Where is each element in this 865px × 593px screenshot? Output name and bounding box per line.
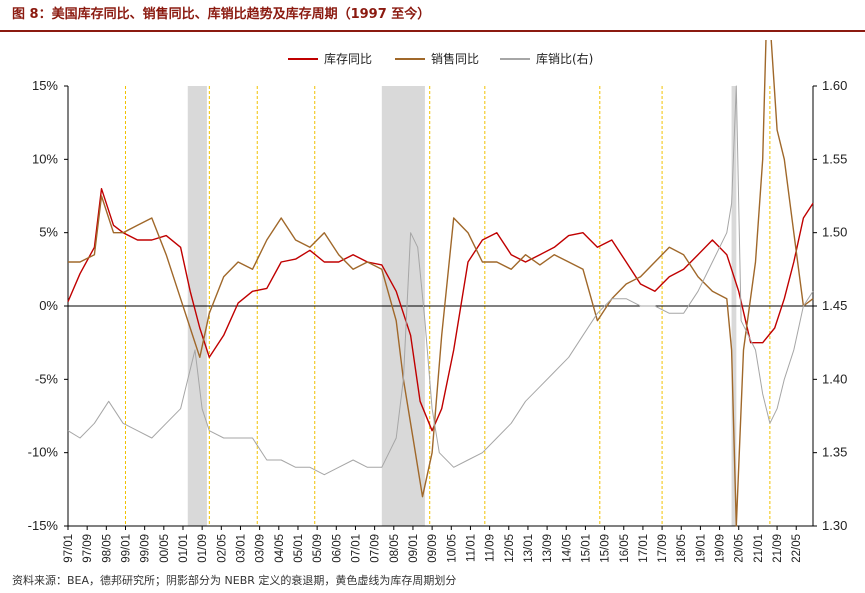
- series-lines: [67, 40, 814, 527]
- x-tick-label: 05/09: [312, 534, 324, 563]
- source-note: 资料来源：BEA，德邦研究所；阴影部分为 NEBR 定义的衰退期，黄色虚线为库存…: [12, 574, 457, 587]
- x-tick-label: 02/05: [216, 534, 228, 563]
- series-line-0: [67, 187, 814, 432]
- x-tick-label: 97/09: [82, 534, 94, 563]
- x-tick-label: 06/05: [331, 534, 343, 563]
- right-tick-label: 1.55: [822, 151, 847, 166]
- left-tick-label: -15%: [28, 518, 59, 533]
- left-tick-label: 0%: [39, 298, 58, 313]
- x-tick-label: 12/05: [504, 534, 516, 563]
- left-tick-label: 5%: [39, 225, 58, 240]
- figure-title: 图 8：美国库存同比、销售同比、库销比趋势及库存周期（1997 至今）: [12, 7, 431, 22]
- x-tick-label: 13/01: [523, 534, 535, 563]
- x-tick-label: 21/01: [753, 534, 765, 563]
- legend-label-1: 销售同比: [431, 51, 479, 66]
- legend-label-0: 库存同比: [324, 51, 372, 66]
- x-tick-label: 14/05: [561, 534, 573, 563]
- left-tick-label: -10%: [28, 445, 59, 460]
- x-tick-label: 22/05: [791, 534, 803, 563]
- chart-canvas: 15% 10% 5% 0% -5% -10% -15% 1.60 1.55 1.50 1.45 1.4…: [28, 40, 848, 563]
- x-tick-label: 20/05: [734, 534, 746, 563]
- x-tick-label: 03/01: [235, 534, 247, 563]
- x-tick-label: 17/01: [638, 534, 650, 563]
- x-tick-label: 97/01: [63, 534, 75, 563]
- x-tick-label: 05/01: [293, 534, 305, 563]
- x-tick-label: 99/01: [120, 534, 132, 563]
- legend: 库存同比 销售同比 库销比(右): [288, 51, 593, 66]
- x-tick-label: 01/01: [178, 534, 190, 563]
- right-tick-label: 1.40: [822, 371, 847, 386]
- x-tick-label: 07/09: [370, 534, 382, 563]
- axes: 15% 10% 5% 0% -5% -10% -15% 1.60 1.55 1.50 1.45 1.4…: [28, 78, 848, 563]
- right-tick-label: 1.60: [822, 78, 847, 93]
- series-line-1: [68, 40, 814, 527]
- x-tick-label: 13/09: [542, 534, 554, 563]
- x-tick-label: 01/09: [197, 534, 209, 563]
- x-tick-label: 15/01: [580, 534, 592, 563]
- x-tick-label: 99/09: [140, 534, 152, 563]
- right-tick-label: 1.45: [822, 298, 847, 313]
- x-tick-label: 00/05: [159, 534, 171, 563]
- x-tick-label: 21/09: [772, 534, 784, 563]
- x-tick-label: 98/05: [101, 534, 113, 563]
- x-tick-label: 17/09: [657, 534, 669, 563]
- x-tick-label: 04/05: [274, 534, 286, 563]
- x-tick-label: 10/05: [446, 534, 458, 563]
- left-tick-label: 15%: [32, 78, 58, 93]
- x-tick-label: 11/09: [485, 534, 497, 562]
- left-tick-label: 10%: [32, 151, 58, 166]
- right-tick-label: 1.35: [822, 445, 847, 460]
- title-rule: [0, 30, 865, 32]
- x-tick-label: 18/05: [676, 534, 688, 563]
- x-tick-label: 16/05: [619, 534, 631, 563]
- series-line-2: [67, 85, 814, 476]
- right-tick-label: 1.30: [822, 518, 847, 533]
- x-tick-label: 09/01: [408, 534, 420, 563]
- left-tick-label: -5%: [35, 371, 59, 386]
- legend-label-2: 库销比(右): [536, 51, 593, 66]
- right-tick-label: 1.50: [822, 225, 847, 240]
- x-tick-label: 19/01: [695, 534, 707, 563]
- x-tick-label: 11/01: [465, 534, 477, 562]
- x-tick-label: 07/01: [350, 534, 362, 563]
- x-tick-label: 08/05: [389, 534, 401, 563]
- x-tick-label: 09/09: [427, 534, 439, 563]
- x-tick-label: 15/09: [600, 534, 612, 563]
- x-tick-label: 19/09: [715, 534, 727, 563]
- x-tick-label: 03/09: [255, 534, 267, 563]
